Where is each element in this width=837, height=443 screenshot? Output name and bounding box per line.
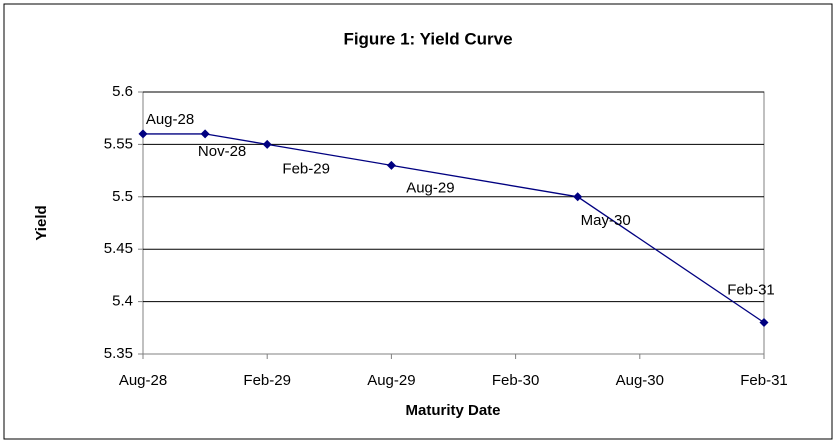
line xyxy=(143,133,765,324)
data-label: Aug-29 xyxy=(406,179,454,196)
y-tick-label: 5.55 xyxy=(104,135,133,152)
y-axis-title: Yield xyxy=(33,205,50,240)
x-tick-label: Aug-30 xyxy=(616,372,664,389)
data-label: Feb-31 xyxy=(727,282,775,299)
x-tick-label: Feb-30 xyxy=(492,372,540,389)
y-tick-label: 5.35 xyxy=(104,345,133,362)
x-tick-label: Aug-28 xyxy=(119,372,167,389)
data-label: Feb-29 xyxy=(282,160,330,177)
x-tick-label: Aug-29 xyxy=(367,372,415,389)
y-tick-label: 5.45 xyxy=(104,240,133,257)
marker xyxy=(138,129,148,139)
chart-title: Figure 1: Yield Curve xyxy=(343,29,512,48)
data-label: Aug-28 xyxy=(146,111,194,128)
chart-frame xyxy=(3,3,833,440)
x-axis-title: Maturity Date xyxy=(405,402,500,419)
data-label: Nov-28 xyxy=(198,143,246,160)
marker xyxy=(200,129,210,139)
marker xyxy=(573,192,583,202)
marker xyxy=(386,160,396,170)
y-tick-label: 5.6 xyxy=(112,83,133,100)
y-tick-label: 5.4 xyxy=(112,293,133,310)
x-tick-label: Feb-29 xyxy=(243,372,291,389)
marker xyxy=(759,318,769,328)
x-tick-label: Feb-31 xyxy=(740,372,788,389)
y-tick-label: 5.5 xyxy=(112,188,133,205)
marker xyxy=(262,139,272,149)
data-label: May-30 xyxy=(581,212,631,229)
